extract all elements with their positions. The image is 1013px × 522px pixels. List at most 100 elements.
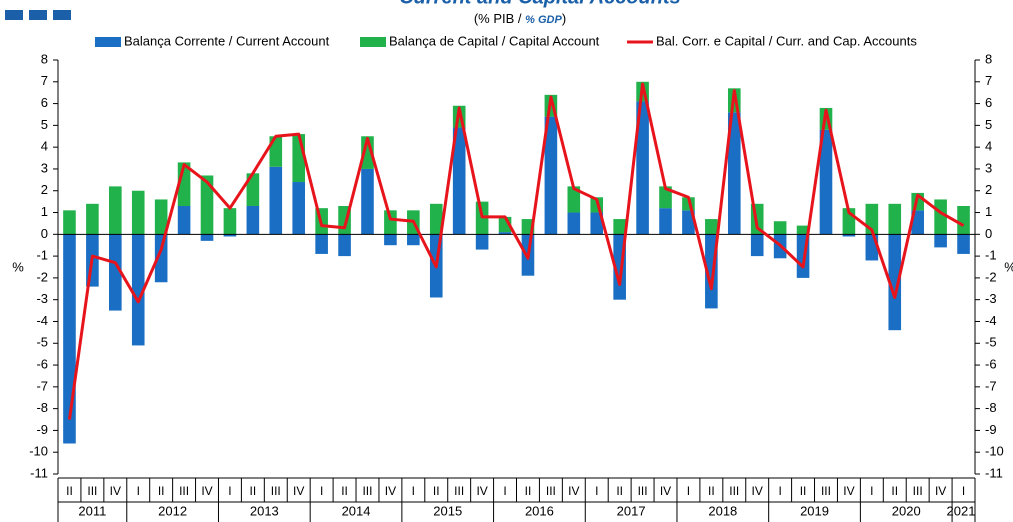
- logo-block: [29, 10, 47, 20]
- bar: [934, 234, 947, 248]
- y-tick-label: -9: [36, 422, 48, 437]
- logo-block: [5, 10, 23, 20]
- y-tick-label: -7: [36, 378, 48, 393]
- year-label: 2021: [947, 503, 976, 518]
- legend-swatch: [360, 37, 386, 47]
- bar: [131, 234, 145, 346]
- bar: [86, 203, 99, 235]
- y2-tick-label: 3: [985, 160, 992, 175]
- y2-axis-label: %: [1004, 259, 1013, 274]
- x-tick-label: II: [800, 484, 807, 498]
- bar: [177, 205, 191, 235]
- x-tick-label: III: [179, 484, 189, 498]
- bar: [384, 234, 397, 246]
- bar: [842, 234, 856, 237]
- bar: [544, 116, 558, 235]
- bar: [338, 234, 351, 257]
- y2-tick-label: -9: [985, 422, 997, 437]
- y2-tick-label: -4: [985, 313, 997, 328]
- bar: [750, 234, 764, 257]
- x-tick-label: IV: [935, 484, 946, 498]
- legend-label: Balança Corrente / Current Account: [124, 33, 330, 48]
- x-tick-label: II: [250, 484, 257, 498]
- year-label: 2016: [525, 503, 554, 518]
- x-tick-label: III: [454, 484, 464, 498]
- y-tick-label: -11: [30, 465, 48, 480]
- bar: [498, 232, 512, 235]
- bar: [131, 190, 145, 235]
- y-tick-label: 6: [41, 95, 48, 110]
- x-tick-label: IV: [385, 484, 396, 498]
- x-tick-label: II: [891, 484, 898, 498]
- x-tick-label: I: [962, 484, 965, 498]
- x-tick-label: II: [433, 484, 440, 498]
- bar: [109, 234, 122, 311]
- y2-tick-label: -11: [985, 465, 1003, 480]
- x-tick-label: I: [503, 484, 506, 498]
- y2-tick-label: 7: [985, 73, 992, 88]
- x-tick-label: II: [525, 484, 532, 498]
- bar: [154, 234, 168, 283]
- x-tick-label: I: [320, 484, 323, 498]
- x-tick-label: IV: [660, 484, 671, 498]
- y-tick-label: -8: [36, 400, 48, 415]
- y2-tick-label: -7: [985, 378, 997, 393]
- x-tick-label: IV: [568, 484, 579, 498]
- y2-tick-label: 4: [985, 139, 992, 154]
- y-tick-label: -2: [36, 269, 48, 284]
- year-label: 2015: [433, 503, 462, 518]
- bar: [911, 210, 924, 235]
- x-tick-label: II: [616, 484, 623, 498]
- bar: [957, 234, 970, 254]
- x-tick-label: I: [870, 484, 873, 498]
- bar: [888, 203, 902, 235]
- x-tick-label: II: [341, 484, 348, 498]
- y2-tick-label: 0: [985, 226, 992, 241]
- bar: [223, 208, 237, 235]
- legend-label: Balança de Capital / Capital Account: [389, 33, 600, 48]
- bar: [475, 234, 489, 250]
- bar: [407, 234, 420, 246]
- bar: [888, 234, 902, 331]
- bar: [246, 205, 260, 235]
- y-axis-label: %: [12, 259, 24, 274]
- year-label: 2017: [617, 503, 646, 518]
- y2-tick-label: 6: [985, 95, 992, 110]
- bar: [452, 127, 466, 235]
- bar: [727, 112, 741, 235]
- y2-tick-label: 2: [985, 182, 992, 197]
- bar: [636, 101, 649, 235]
- chart-subtitle: (% PIB / % GDP): [474, 11, 566, 26]
- y-tick-label: 4: [41, 139, 48, 154]
- y2-tick-label: 1: [985, 204, 992, 219]
- x-tick-label: I: [778, 484, 781, 498]
- y2-tick-label: -5: [985, 335, 997, 350]
- y-tick-label: 7: [41, 73, 48, 88]
- y2-tick-label: 5: [985, 117, 992, 132]
- x-tick-label: II: [158, 484, 165, 498]
- x-tick-label: IV: [476, 484, 487, 498]
- y2-tick-label: -10: [985, 444, 1004, 459]
- legend-label: Bal. Corr. e Capital / Curr. and Cap. Ac…: [656, 33, 917, 48]
- bar: [269, 166, 283, 235]
- x-tick-label: I: [687, 484, 690, 498]
- y2-tick-label: -3: [985, 291, 997, 306]
- bar: [154, 199, 168, 235]
- y-tick-label: 0: [41, 226, 48, 241]
- legend-swatch: [95, 37, 121, 47]
- y-tick-label: -4: [36, 313, 48, 328]
- y2-tick-label: -8: [985, 400, 997, 415]
- x-tick-label: IV: [752, 484, 763, 498]
- y2-tick-label: -6: [985, 356, 997, 371]
- bar: [659, 208, 672, 235]
- x-tick-label: II: [708, 484, 715, 498]
- bar: [705, 219, 718, 235]
- y-tick-label: 5: [41, 117, 48, 132]
- bar: [613, 219, 626, 235]
- bar: [659, 186, 672, 209]
- bar: [567, 186, 581, 213]
- x-tick-label: III: [271, 484, 281, 498]
- x-tick-label: IV: [293, 484, 304, 498]
- bar: [315, 234, 328, 254]
- x-tick-label: II: [66, 484, 73, 498]
